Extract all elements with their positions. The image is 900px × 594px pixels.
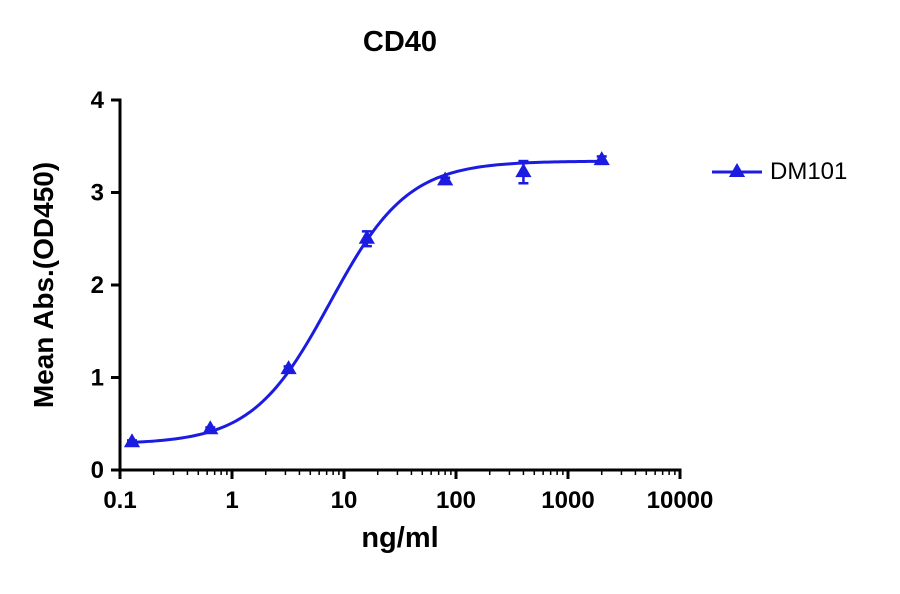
- data-point-marker: [437, 171, 454, 186]
- data-point-marker: [358, 229, 375, 244]
- data-point-marker: [123, 433, 141, 448]
- x-tick-label: 10: [331, 487, 358, 514]
- axes-lines: [118, 98, 682, 472]
- x-tick-label: 10000: [647, 487, 714, 514]
- x-tick-label: 1000: [541, 487, 594, 514]
- x-tick-label: 0.1: [103, 487, 136, 514]
- y-tick-label: 0: [91, 457, 104, 484]
- x-tick-label: 1: [225, 487, 238, 514]
- fit-curve: [130, 159, 604, 444]
- data-point-marker: [280, 360, 297, 375]
- data-point-marker: [202, 420, 219, 435]
- y-tick-label: 1: [91, 365, 104, 392]
- legend-label: DM101: [770, 158, 848, 185]
- x-tick-label: 100: [436, 487, 476, 514]
- y-tick-label: 4: [91, 87, 105, 114]
- data-point-marker: [515, 163, 532, 178]
- x-axis-label: ng/ml: [361, 522, 439, 554]
- legend-triangle-icon: [728, 163, 746, 177]
- y-axis-label: Mean Abs.(OD450): [28, 161, 59, 409]
- y-tick-label: 2: [91, 272, 104, 299]
- data-point-marker: [593, 151, 610, 166]
- y-tick-label: 3: [91, 180, 104, 207]
- chart-title: CD40: [362, 26, 438, 58]
